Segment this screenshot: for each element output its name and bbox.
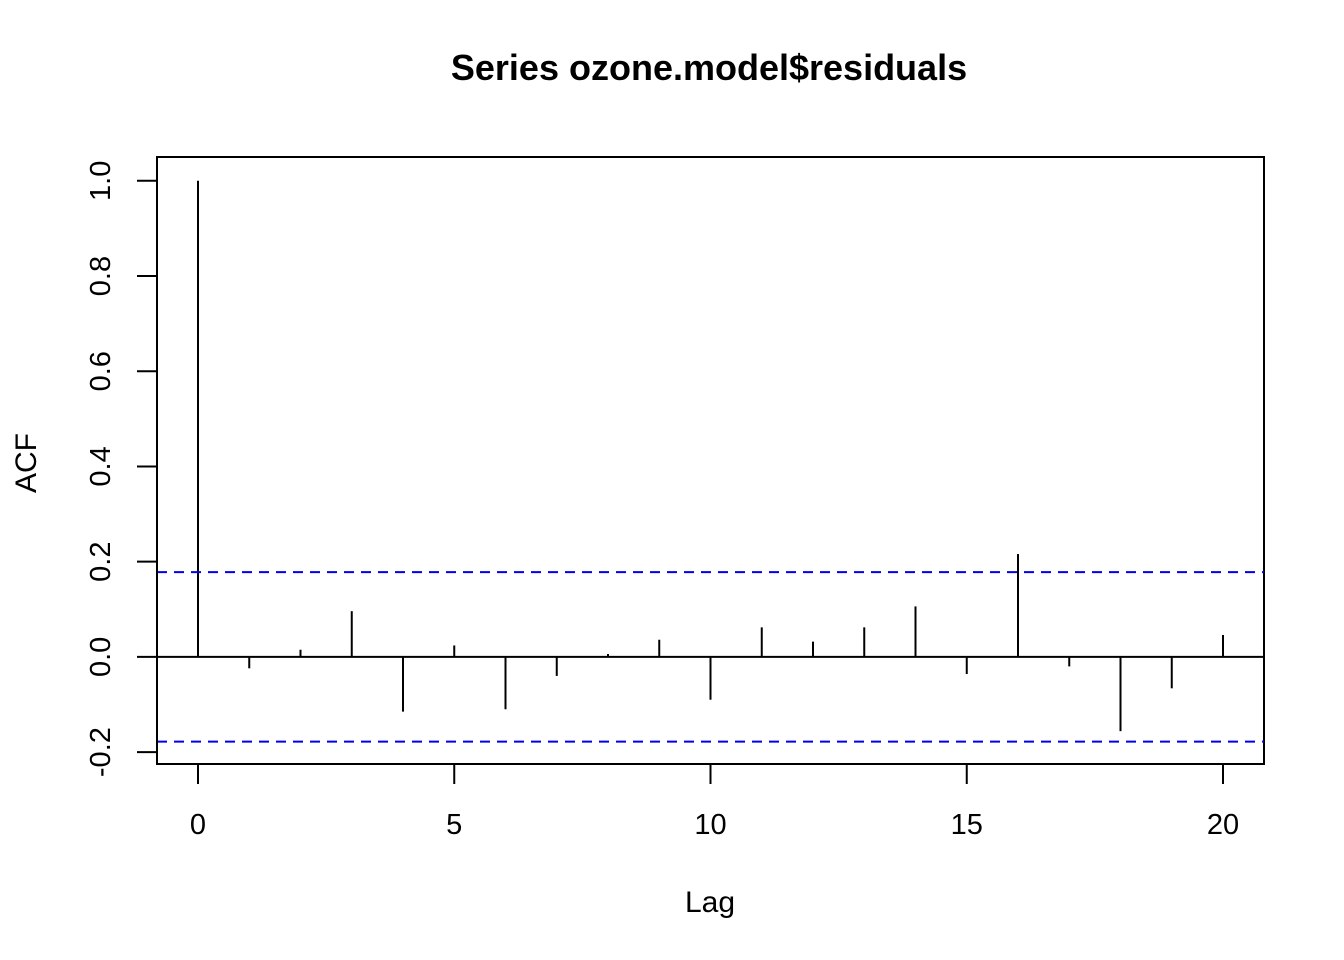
x-tick-label-15: 15: [951, 809, 983, 841]
y-tick-label-0.6: 0.6: [85, 351, 117, 391]
x-tick-label-5: 5: [446, 809, 462, 841]
confidence-lines: [157, 571, 1264, 743]
chart-title: Series ozone.model$residuals: [451, 47, 967, 88]
y-tick-label-0.4: 0.4: [85, 446, 117, 486]
acf-bars: [157, 180, 1264, 732]
y-tick-label-1.0: 1.0: [85, 161, 117, 201]
x-axis: 0 5 10 15 20: [190, 763, 1239, 841]
y-tick-label--0.2: -0.2: [85, 727, 117, 777]
x-tick-label-0: 0: [190, 809, 206, 841]
y-tick-label-0.0: 0.0: [85, 637, 117, 677]
y-axis: -0.2 0.0 0.2 0.4 0.6 0.8 1.0: [85, 161, 158, 777]
y-axis-label: ACF: [10, 433, 43, 493]
y-tick-label-0.8: 0.8: [85, 256, 117, 296]
y-tick-label-0.2: 0.2: [85, 542, 117, 582]
x-tick-label-10: 10: [694, 809, 726, 841]
x-tick-label-20: 20: [1207, 809, 1239, 841]
x-axis-label: Lag: [685, 886, 735, 919]
